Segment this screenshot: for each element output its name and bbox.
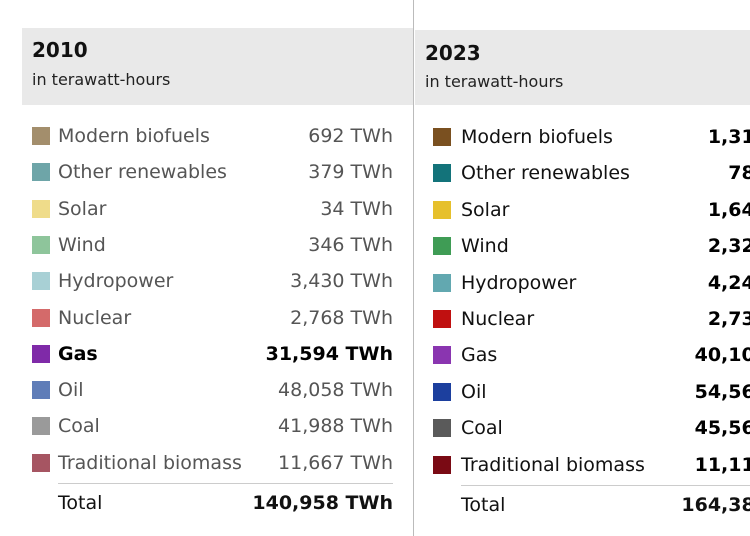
color-swatch xyxy=(32,417,50,436)
row-label: Coal xyxy=(461,417,503,440)
row-label: Hydropower xyxy=(461,271,577,294)
tooltip-2023: 2023 in terawatt-hours Modern biofuels 1,31… xyxy=(415,0,750,536)
row-value: 11,111 TWh xyxy=(694,453,750,476)
color-swatch xyxy=(32,127,50,145)
row-value: 781 TWh xyxy=(728,162,750,185)
header-title: 2023 xyxy=(425,41,481,65)
row-value: 31,594 TWh xyxy=(265,342,393,365)
legend-row: Solar 1,642 TWh xyxy=(415,198,750,222)
row-label: Solar xyxy=(58,197,107,220)
row-value: 34 TWh xyxy=(320,197,393,220)
header-subtitle: in terawatt-hours xyxy=(32,70,171,89)
row-value: 41,988 TWh xyxy=(278,415,393,438)
row-label: Wind xyxy=(58,233,106,256)
row-label: Hydropower xyxy=(58,270,174,293)
legend-row: Hydropower 4,240 TWh xyxy=(415,271,750,295)
legend-row: Traditional biomass 11,111 TWh xyxy=(415,453,750,477)
tooltip-2010: 2010 in terawatt-hours Modern biofuels 692 … xyxy=(22,0,414,536)
row-label: Oil xyxy=(461,380,487,403)
legend-row: Nuclear 2,768 TWh xyxy=(22,306,413,330)
color-swatch xyxy=(433,310,451,328)
tooltip-header: 2010 in terawatt-hours xyxy=(22,28,413,105)
color-swatch xyxy=(32,381,50,400)
total-label: Total xyxy=(58,492,103,514)
color-swatch xyxy=(433,382,451,401)
row-value: 2,738 TWh xyxy=(707,308,750,330)
row-value: 346 TWh xyxy=(308,233,393,256)
legend-row: Oil 48,058 TWh xyxy=(22,378,413,402)
row-label: Nuclear xyxy=(58,306,132,329)
row-label: Traditional biomass xyxy=(461,453,645,476)
total-label: Total xyxy=(461,494,506,516)
color-swatch xyxy=(433,164,451,183)
row-label: Solar xyxy=(461,198,510,221)
color-swatch xyxy=(32,453,50,472)
row-value: 48,058 TWh xyxy=(278,379,393,402)
row-label: Wind xyxy=(461,235,509,258)
divider xyxy=(58,483,393,484)
legend-row: Traditional biomass 11,667 TWh xyxy=(22,451,413,475)
row-value: 379 TWh xyxy=(308,161,393,184)
color-swatch xyxy=(433,237,451,256)
legend-row: Other renewables 781 TWh xyxy=(415,161,750,185)
color-swatch xyxy=(433,273,451,292)
row-label: Other renewables xyxy=(58,161,227,184)
color-swatch xyxy=(433,346,451,365)
divider xyxy=(461,485,750,486)
color-swatch xyxy=(433,419,451,438)
legend-row: Nuclear 2,738 TWh xyxy=(415,307,750,331)
row-value: 2,325 TWh xyxy=(707,235,750,258)
legend-row: Coal 45,565 TWh xyxy=(415,416,750,440)
row-value: 2,768 TWh xyxy=(290,306,393,329)
row-value: 45,565 TWh xyxy=(694,417,750,440)
color-swatch xyxy=(433,128,451,146)
total-value: 164,385 TWh xyxy=(681,494,750,516)
legend-row: Wind 2,325 TWh xyxy=(415,234,750,258)
legend-row: Modern biofuels 692 TWh xyxy=(22,124,413,148)
color-swatch xyxy=(32,308,50,327)
color-swatch xyxy=(433,455,451,474)
row-label: Coal xyxy=(58,415,100,438)
color-swatch xyxy=(32,199,50,218)
row-label: Modern biofuels xyxy=(58,125,210,147)
header-title: 2010 xyxy=(32,38,88,62)
row-label: Gas xyxy=(461,344,498,367)
legend-row: Wind 346 TWh xyxy=(22,233,413,257)
legend-row: Hydropower 3,430 TWh xyxy=(22,269,413,293)
color-swatch xyxy=(32,235,50,254)
legend-row: Oil 54,564 TWh xyxy=(415,380,750,404)
legend-row: Gas 31,594 TWh xyxy=(22,342,413,366)
row-label: Modern biofuels xyxy=(461,126,613,148)
row-value: 40,102 TWh xyxy=(694,344,750,367)
legend-row: Coal 41,988 TWh xyxy=(22,414,413,438)
header-subtitle: in terawatt-hours xyxy=(425,72,564,91)
color-swatch xyxy=(433,200,451,219)
legend-row: Gas 40,102 TWh xyxy=(415,343,750,367)
color-swatch xyxy=(32,163,50,182)
legend-row: Modern biofuels 1,318 TWh xyxy=(415,125,750,149)
legend-row: Other renewables 379 TWh xyxy=(22,160,413,184)
color-swatch xyxy=(32,344,50,363)
row-value: 54,564 TWh xyxy=(694,380,750,403)
row-label: Oil xyxy=(58,379,84,402)
row-value: 3,430 TWh xyxy=(290,270,393,293)
color-swatch xyxy=(32,272,50,291)
row-label: Traditional biomass xyxy=(58,451,242,474)
row-value: 1,642 TWh xyxy=(707,198,750,221)
row-label: Nuclear xyxy=(461,308,535,330)
row-value: 11,667 TWh xyxy=(278,451,393,474)
row-label: Gas xyxy=(58,342,98,365)
total-value: 140,958 TWh xyxy=(252,492,393,514)
legend-row: Solar 34 TWh xyxy=(22,197,413,221)
row-value: 4,240 TWh xyxy=(707,271,750,294)
row-value: 1,318 TWh xyxy=(707,126,750,148)
tooltip-header: 2023 in terawatt-hours xyxy=(415,30,750,105)
row-label: Other renewables xyxy=(461,162,630,185)
row-value: 692 TWh xyxy=(308,125,393,147)
